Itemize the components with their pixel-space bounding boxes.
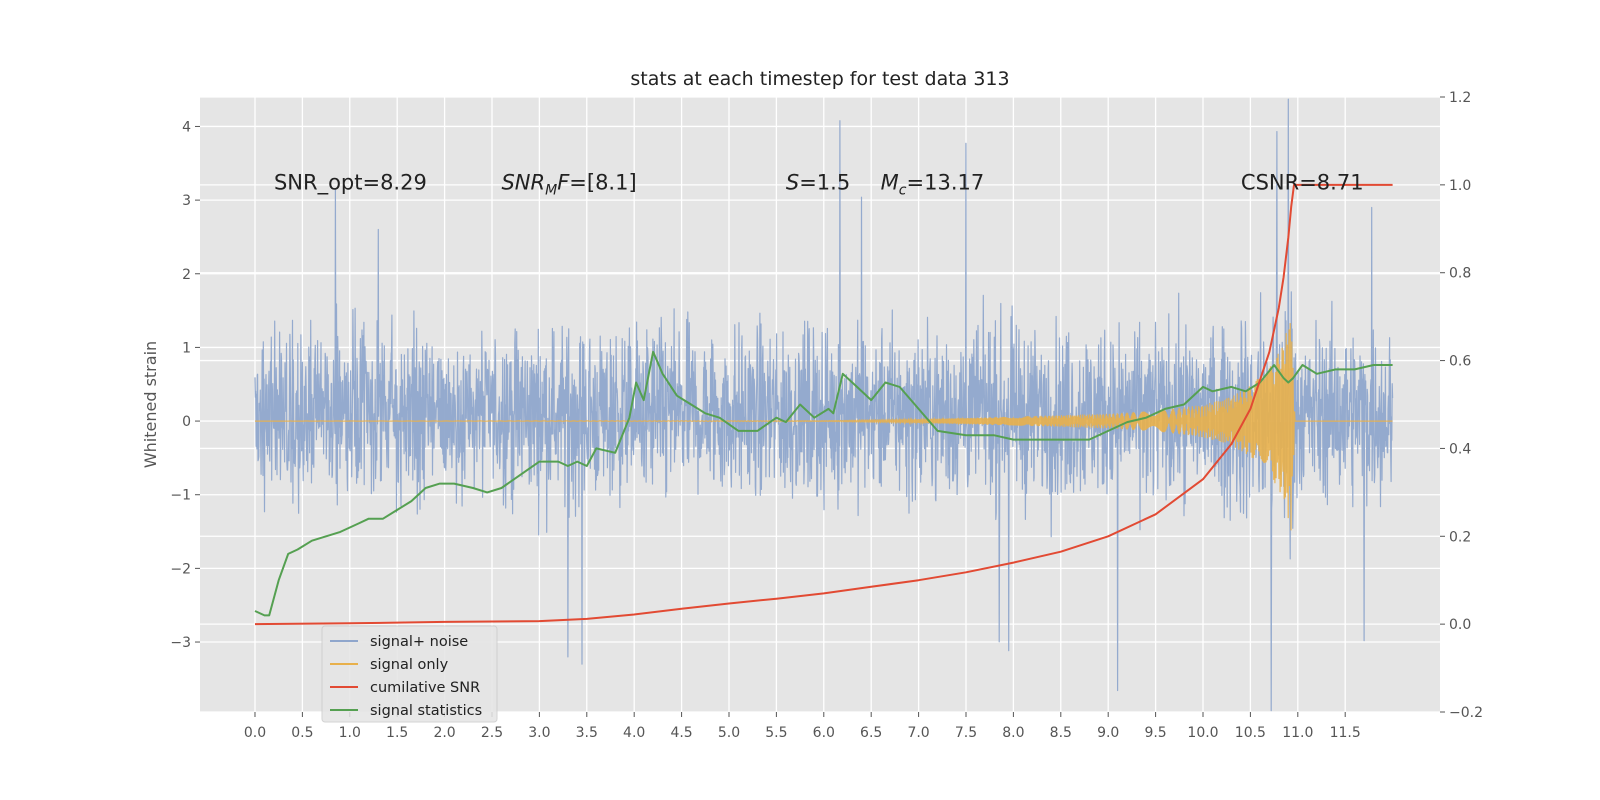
x-tick-label: 4.0 [623, 725, 645, 741]
y2-tick-label: 1.0 [1449, 178, 1471, 194]
chart-title: stats at each timestep for test data 313 [630, 68, 1009, 90]
x-tick-label: 4.5 [670, 725, 692, 741]
legend-label: signal only [370, 657, 449, 673]
y2-tick-label: 0.2 [1449, 529, 1471, 545]
x-tick-label: 6.0 [813, 725, 835, 741]
x-tick-label: 2.5 [481, 725, 503, 741]
signal-statistics-line [254, 350, 1393, 617]
y-axis-ticks: −3 −2 −1 0 1 2 3 4 [170, 119, 200, 651]
y2-tick-label: −0.2 [1449, 705, 1483, 721]
y-tick-label: 0 [182, 414, 191, 430]
x-tick-label: 1.5 [386, 725, 408, 741]
y2-tick-label: 0.8 [1449, 266, 1471, 282]
series-signal-only [255, 323, 1393, 531]
y-tick-label: 4 [182, 119, 191, 135]
x-tick-label: 3.0 [528, 725, 550, 741]
y-tick-label: −2 [170, 561, 191, 577]
x-tick-label: 10.5 [1235, 725, 1266, 741]
x-tick-label: 11.5 [1330, 725, 1361, 741]
noise-trace [254, 98, 1394, 712]
y-tick-label: 1 [182, 340, 191, 356]
plot-area [200, 96, 1440, 713]
annotation-snr_opt: SNR_opt=8.29 [274, 171, 427, 196]
x-tick-label: 8.5 [1050, 725, 1072, 741]
x-tick-label: 8.0 [1002, 725, 1024, 741]
annotation-snr_mf: SNRMF=[8.1] [501, 171, 636, 199]
y-tick-label: −3 [170, 635, 191, 651]
y2-axis-ticks: −0.2 0.0 0.2 0.4 0.6 0.8 1.0 1.2 [1440, 90, 1483, 721]
y-axis-label: Whitened strain [141, 341, 160, 468]
y-tick-label: 2 [182, 267, 191, 283]
x-axis-ticks: 0.0 0.5 1.0 1.5 2.0 2.5 3.0 3.5 4.0 4.5 5.0 5.5 6.0 6… [244, 712, 1361, 741]
series-signal-plus-noise [254, 98, 1394, 712]
y2-tick-label: 0.4 [1449, 441, 1471, 457]
annotation-s: S=1.5 [786, 171, 850, 195]
annotations: SNR_opt=8.29 SNRMF=[8.1] S=1.5 Mc=13.17 CSNR… [274, 171, 1364, 199]
annotation-mc: Mc=13.17 [881, 171, 985, 199]
legend-box [321, 625, 498, 723]
y-tick-label: 3 [182, 193, 191, 209]
x-tick-label: 0.5 [291, 725, 313, 741]
legend: signal+ noise signal only cumilative SNR si… [321, 625, 498, 723]
x-tick-label: 5.5 [765, 725, 787, 741]
x-tick-label: 1.0 [339, 725, 361, 741]
legend-label: signal+ noise [370, 634, 468, 650]
x-tick-label: 6.5 [860, 725, 882, 741]
x-tick-label: 11.0 [1282, 725, 1313, 741]
y-tick-label: −1 [170, 488, 191, 504]
x-tick-label: 9.5 [1144, 725, 1166, 741]
x-tick-label: 3.5 [576, 725, 598, 741]
signal-trace [255, 323, 1393, 531]
y2-tick-label: 1.2 [1449, 90, 1471, 106]
series-signal-statistics [254, 350, 1393, 617]
cumulative-snr-line [254, 183, 1393, 626]
legend-label: signal statistics [370, 703, 482, 719]
x-tick-label: 7.5 [955, 725, 977, 741]
x-tick-label: 7.0 [907, 725, 929, 741]
legend-label: cumilative SNR [370, 680, 480, 696]
annotation-csnr: CSNR=8.71 [1241, 171, 1364, 195]
x-tick-label: 5.0 [718, 725, 740, 741]
y2-tick-label: 0.6 [1449, 354, 1471, 370]
x-tick-label: 0.0 [244, 725, 266, 741]
series-cumulative-snr [254, 183, 1393, 626]
x-tick-label: 2.0 [433, 725, 455, 741]
x-tick-label: 10.0 [1187, 725, 1218, 741]
y2-tick-label: 0.0 [1449, 617, 1471, 633]
x-tick-label: 9.0 [1097, 725, 1119, 741]
